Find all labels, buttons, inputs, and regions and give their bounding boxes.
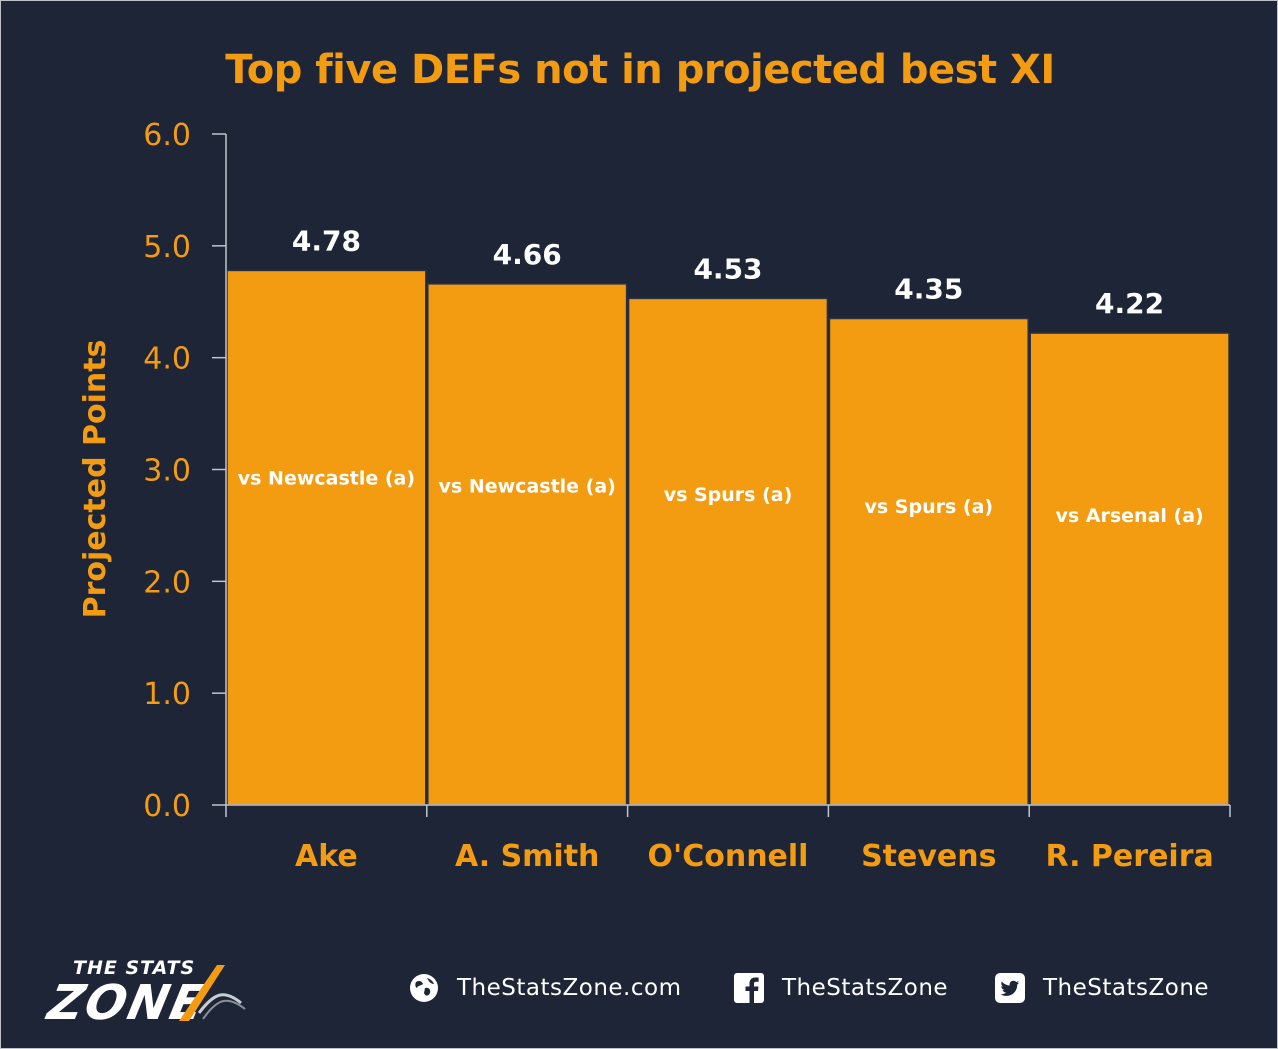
bar[interactable] (226, 269, 427, 806)
stats-zone-logo[interactable]: THE STATS ZONE (43, 957, 279, 1031)
x-category-label: Stevens (861, 839, 996, 874)
bar-value-label: 4.22 (1095, 287, 1164, 320)
bar[interactable] (627, 297, 829, 806)
y-tick-label: 5.0 (143, 230, 191, 265)
website-link[interactable]: TheStatsZone.com (409, 973, 681, 1003)
twitter-text: TheStatsZone (1043, 975, 1210, 1001)
bar-value-label: 4.66 (493, 238, 562, 271)
bar-value-label: 4.35 (894, 273, 963, 306)
y-axis-label-group: Projected Points (78, 340, 113, 619)
bar[interactable] (828, 317, 1029, 806)
chart-title: Top five DEFs not in projected best XI (225, 47, 1055, 93)
bar[interactable] (1029, 332, 1230, 806)
y-tick-label: 1.0 (143, 677, 191, 712)
bar-value-label: 4.78 (292, 224, 361, 257)
facebook-icon (734, 973, 764, 1003)
website-text: TheStatsZone.com (457, 975, 682, 1001)
bar-fixture-label: vs Arsenal (a) (1055, 505, 1203, 527)
bar[interactable] (427, 283, 628, 806)
y-tick-label: 2.0 (143, 565, 191, 600)
x-category-label: Ake (295, 839, 358, 874)
bar-fixture-label: vs Spurs (a) (664, 484, 793, 506)
facebook-link[interactable]: TheStatsZone (734, 973, 948, 1003)
bars (226, 269, 1230, 806)
logo-line1: THE STATS (73, 957, 196, 979)
bar-fixture-label: vs Spurs (a) (864, 496, 993, 518)
globe-icon (410, 974, 438, 1002)
bar-value-label: 4.53 (693, 252, 762, 285)
y-axis-ticks: 0.0 1.0 2.0 3.0 4.0 5.0 6.0 (143, 118, 226, 824)
twitter-link[interactable]: TheStatsZone (995, 973, 1209, 1003)
y-tick-label: 4.0 (143, 342, 191, 377)
x-category-label: O'Connell (648, 839, 809, 874)
x-category-label: R. Pereira (1045, 839, 1213, 874)
footer: THE STATS ZONE TheStatsZone.com TheSt (1, 941, 1277, 1041)
axes (225, 134, 1231, 817)
facebook-text: TheStatsZone (782, 975, 949, 1001)
y-tick-label: 3.0 (143, 454, 191, 489)
bar-fixture-label: vs Newcastle (a) (238, 467, 415, 489)
bar-chart: Projected Points 0.0 1.0 2.0 3.0 4.0 5.0 6.0 4… (78, 118, 1231, 874)
y-tick-label: 6.0 (143, 118, 191, 153)
twitter-icon (995, 973, 1025, 1003)
bar-labels: 4.78 vs Newcastle (a) Ake 4.66 vs Newcastle … (238, 224, 1214, 874)
y-axis-label: Projected Points (78, 340, 113, 619)
bar-fixture-label: vs Newcastle (a) (439, 475, 616, 497)
x-category-label: A. Smith (455, 839, 599, 874)
logo-swoosh-icon (179, 965, 246, 1021)
y-tick-label: 0.0 (143, 789, 191, 824)
